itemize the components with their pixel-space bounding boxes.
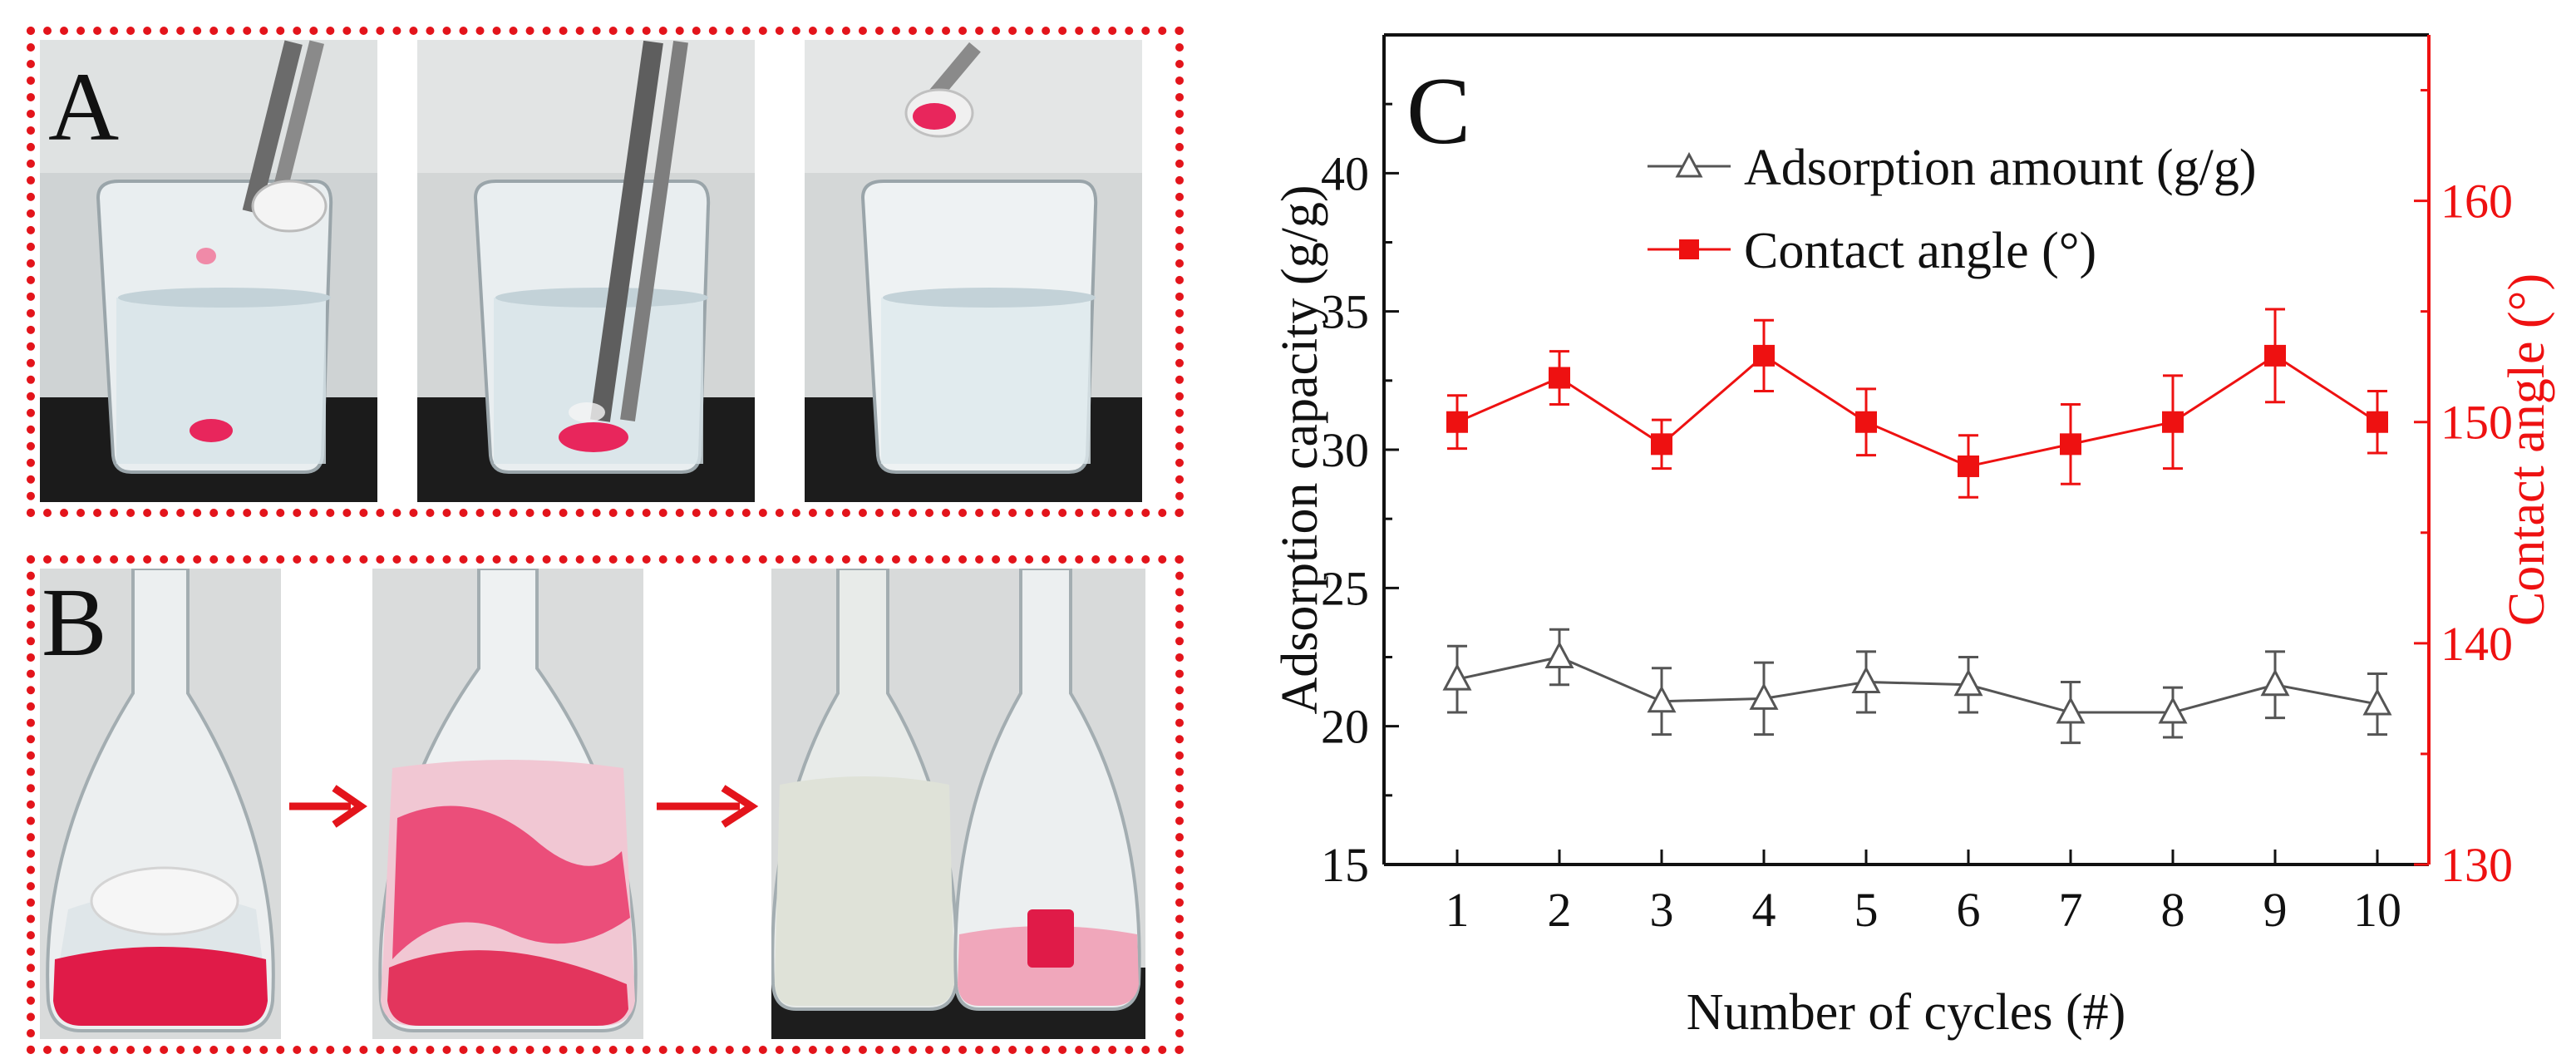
panel-a-photo-3 — [805, 40, 1142, 502]
contact-angle-point — [1651, 433, 1672, 456]
adsorption-point — [1442, 663, 1472, 691]
adsorption-point — [1647, 685, 1677, 713]
x-tick-label: 8 — [2161, 883, 2185, 937]
contact-angle-point — [2367, 411, 2388, 433]
adsorption-point — [2158, 696, 2188, 724]
panel-b-photo-3 — [771, 569, 1145, 1039]
x-tick-label: 1 — [1446, 883, 1470, 937]
panel-b-photo-1 — [40, 569, 281, 1039]
y-left-tick-label: 40 — [1321, 146, 1369, 200]
legend-adsorption-label: Adsorption amount (g/g) — [1744, 140, 2257, 196]
x-tick-label: 4 — [1752, 883, 1776, 937]
panel-a-photo-1 — [40, 40, 377, 502]
legend-contact-marker — [1679, 239, 1699, 259]
contact-angle-series-line — [1456, 354, 2378, 468]
x-tick-label: 2 — [1548, 883, 1572, 937]
contact-angle-point — [1753, 344, 1775, 367]
contact-angle-point — [2060, 433, 2081, 456]
y-left-tick-label: 35 — [1321, 285, 1369, 339]
panel-b-frame — [27, 555, 1184, 1054]
legend: Adsorption amount (g/g) Contact angle (°… — [1648, 140, 2257, 279]
x-tick-label: 5 — [1854, 883, 1879, 937]
x-axis-title: Number of cycles (#) — [1687, 984, 2126, 1041]
x-tick-label: 9 — [2263, 883, 2288, 937]
adsorption-series-line — [1456, 655, 2378, 714]
adsorption-point — [2260, 668, 2290, 697]
x-tick-label: 6 — [1957, 883, 1981, 937]
y-right-tick-label: 130 — [2441, 838, 2513, 892]
dye-drop — [190, 419, 233, 442]
panel-b-photo-2 — [372, 569, 643, 1039]
y-axis-left-title: Adsorption capacity (g/g) — [1272, 185, 1328, 714]
panel-a-frame — [27, 27, 1184, 517]
legend-contact-label: Contact angle (°) — [1744, 223, 2096, 279]
contact-angle-point — [2162, 411, 2184, 433]
y-left-tick-label: 20 — [1321, 700, 1369, 754]
adsorption-point — [2362, 687, 2392, 716]
y-left-tick-label: 30 — [1321, 423, 1369, 477]
adsorption-point — [1544, 641, 1574, 668]
panel-b-label: B — [42, 568, 107, 677]
y-left-tick-label: 25 — [1321, 561, 1369, 615]
legend-adsorption-marker — [1675, 151, 1703, 178]
y-right-tick-label: 140 — [2441, 617, 2513, 671]
adsorption-point — [1749, 682, 1779, 710]
x-tick-label: 3 — [1650, 883, 1674, 937]
adsorption-point — [1953, 668, 1983, 697]
panel-a-label: A — [48, 52, 120, 161]
contact-angle-point — [1549, 367, 1570, 389]
y-right-tick-label: 160 — [2441, 175, 2513, 229]
arrow-icon — [657, 785, 759, 828]
x-tick-label: 7 — [2059, 883, 2083, 937]
y-left-tick-label: 15 — [1321, 838, 1369, 892]
y-axis-right-title: Contact angle (°) — [2499, 273, 2555, 626]
arrow-icon — [289, 785, 367, 828]
y-right-tick-label: 150 — [2441, 396, 2513, 450]
panel-a-photo-2 — [417, 40, 755, 502]
panel-c-label: C — [1406, 58, 1470, 165]
adsorption-point — [2056, 696, 2086, 724]
contact-angle-point — [2264, 344, 2286, 367]
x-tick-label: 10 — [2353, 883, 2401, 937]
contact-angle-point — [1958, 455, 1979, 477]
contact-angle-point — [1855, 411, 1877, 433]
contact-angle-point — [1446, 411, 1468, 433]
adsorption-point — [1851, 666, 1881, 693]
